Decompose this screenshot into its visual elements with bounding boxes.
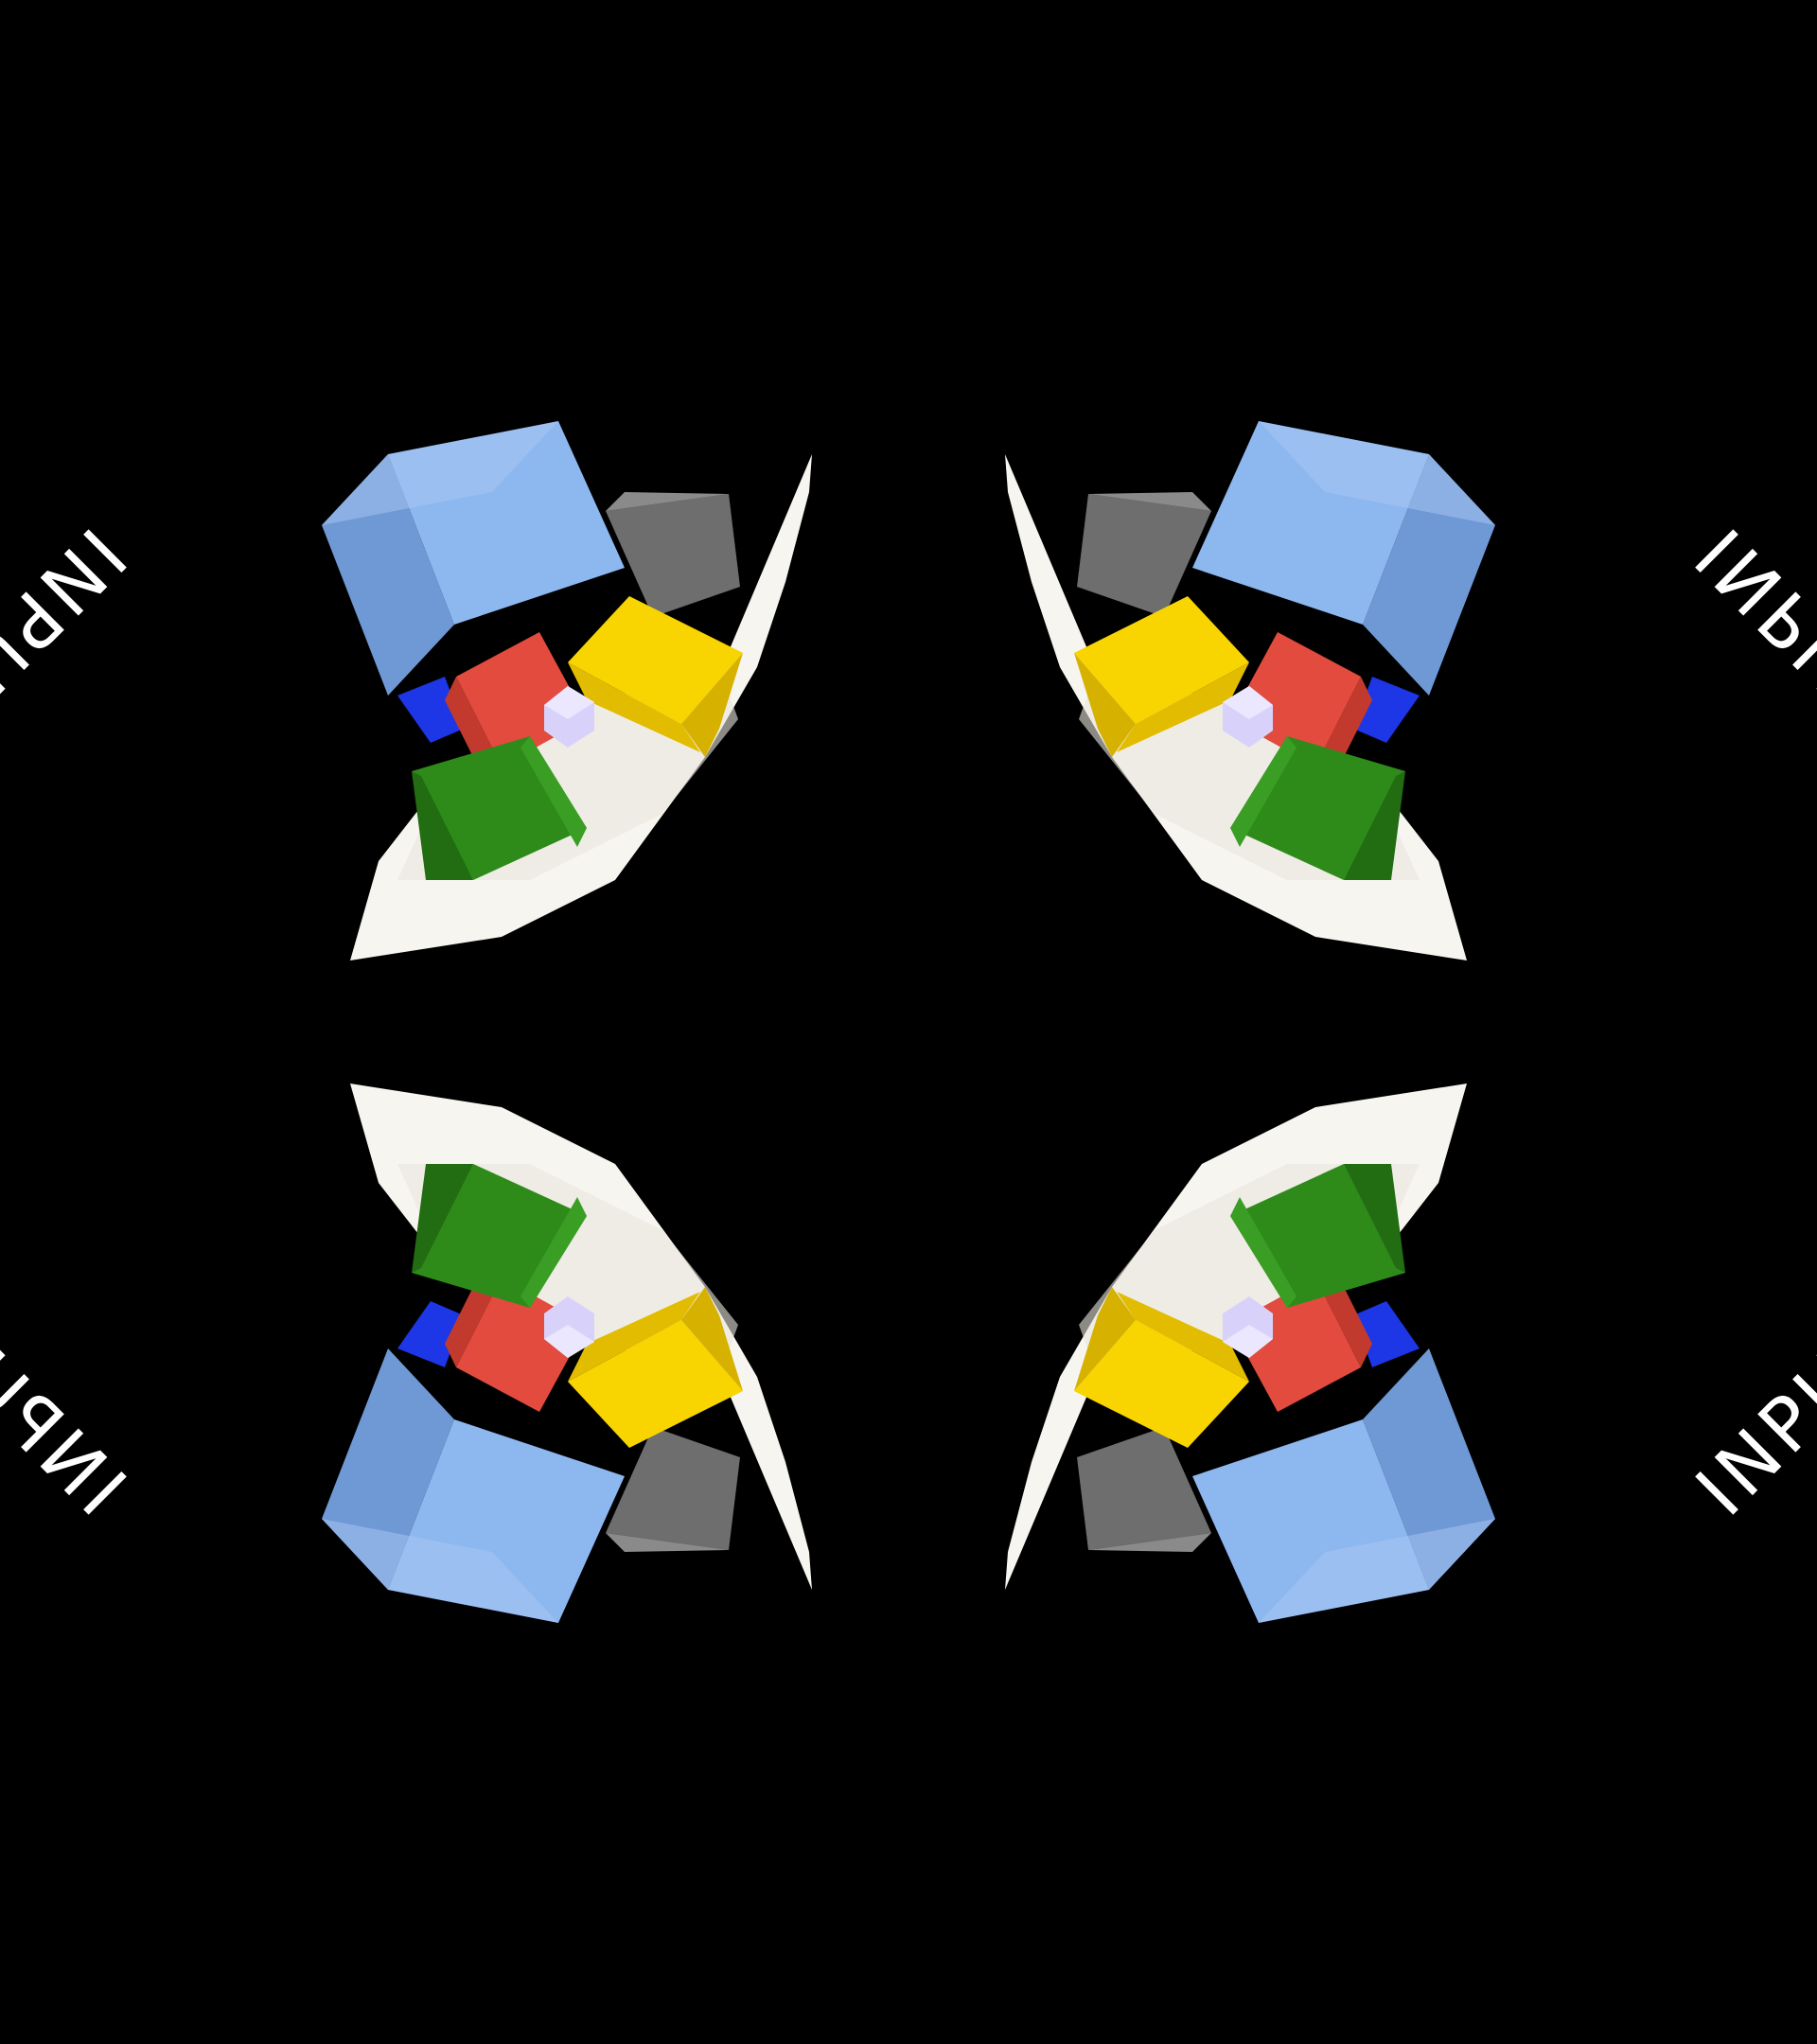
cluster-top-left <box>322 421 812 960</box>
cluster-bottom-left <box>322 1084 812 1623</box>
cluster-bottom-right <box>1005 1084 1495 1623</box>
cluster-top-right <box>1005 421 1495 960</box>
